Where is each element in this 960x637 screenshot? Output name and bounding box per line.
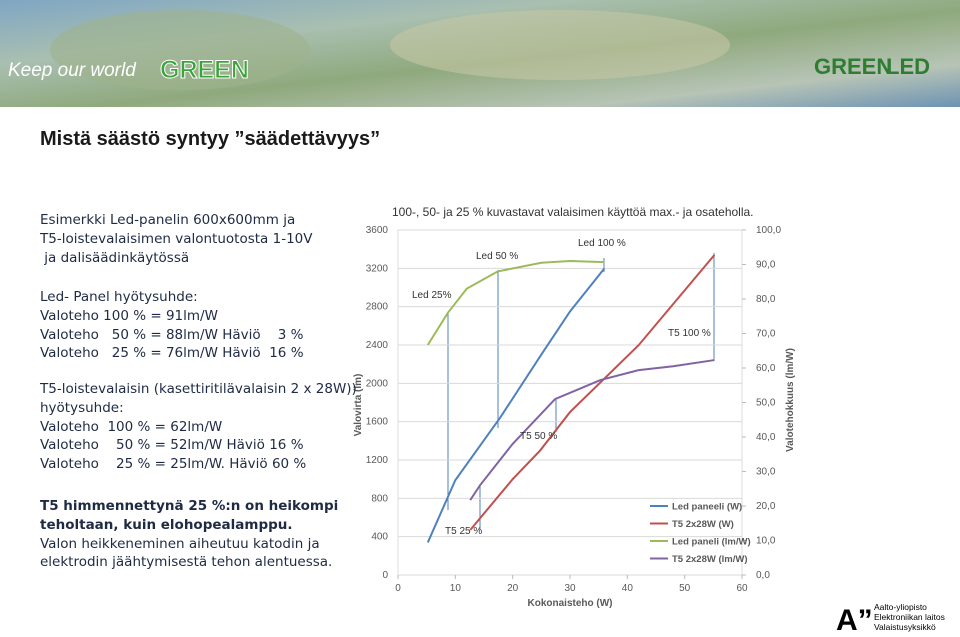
- y-tick-label: 2800: [366, 302, 389, 313]
- conclusion: Valon heikkeneminen aiheutuu katodin ja e…: [40, 535, 332, 573]
- x-tick-label: 40: [622, 583, 634, 594]
- legend-label: T5 2x28W (W): [672, 519, 734, 530]
- y-tick-label: 3600: [366, 225, 389, 236]
- annotation: Led 50 %: [476, 251, 518, 262]
- series-line: [426, 260, 605, 346]
- drop-lines: [447, 253, 715, 530]
- aalto-logo: A”: [836, 604, 873, 637]
- logo-left: GREEN: [814, 54, 892, 79]
- series-line: [426, 267, 606, 543]
- conclusion-bold: T5 himmennettynä 25 %:n on heikompi tehol…: [40, 497, 338, 535]
- annotation: Led 25%: [412, 290, 452, 301]
- led-block: Led- Panel hyötysuhde: Valoteho 100 % = 9…: [40, 288, 304, 363]
- x-tick-label: 50: [679, 583, 691, 594]
- y2-tick-label: 40,0: [756, 432, 776, 443]
- y2-tick-label: 0,0: [756, 570, 770, 581]
- text-line: T5-loistevalaisin (kasettiritilävalaisin…: [40, 381, 357, 397]
- text-line: hyötysuhde:: [40, 399, 124, 416]
- y-tick-label: 3200: [366, 263, 389, 274]
- slide-title: Mistä säästö syntyy ”säädettävyys”: [40, 128, 381, 150]
- x-tick-label: 10: [450, 583, 462, 594]
- x-tick-label: 30: [564, 583, 576, 594]
- footer-line: Aalto-yliopisto: [874, 602, 927, 612]
- annotation: T5 50 %: [520, 431, 557, 442]
- x-tick-label: 60: [736, 583, 748, 594]
- text-line: T5 himmennettynä 25 %:n on heikompi: [40, 498, 339, 514]
- text-line: Valoteho 50 % = 52lm/W Häviö 16 %: [40, 437, 304, 454]
- x-tick-label: 0: [395, 583, 401, 594]
- legend-label: Led paneeli (W): [672, 502, 742, 513]
- y-tick-label: 1600: [366, 417, 389, 428]
- text-line: Valoteho 50 % = 88lm/W Häviö 3 %: [40, 326, 304, 343]
- y-tick-label: 800: [371, 493, 388, 504]
- text-line: Led- Panel hyötysuhde:: [40, 289, 198, 305]
- text-line: Valoteho 25 % = 25lm/W. Häviö 60 %: [40, 456, 307, 473]
- y-tick-label: 2000: [366, 378, 389, 389]
- annotation: T5 100 %: [668, 328, 711, 339]
- tagline-highlight: GREEN: [160, 56, 249, 84]
- map-shape: [50, 10, 310, 90]
- t5-block: T5-loistevalaisin (kasettiritilävalaisin…: [40, 380, 357, 474]
- text-line: elektrodin jäähtymisestä tehon alentuess…: [40, 554, 333, 571]
- x-axis-title: Kokonaisteho (W): [528, 598, 613, 609]
- y2-tick-label: 80,0: [756, 294, 776, 305]
- text-line: teholtaan, kuin elohopealamppu.: [40, 516, 293, 533]
- legend-label: Led paneli (lm/W): [672, 537, 751, 548]
- y2-tick-label: 70,0: [756, 329, 776, 340]
- y-tick-label: 400: [371, 532, 388, 543]
- legend-label: T5 2x28W (lm/W): [672, 554, 748, 565]
- chart-title: 100-, 50- ja 25 % kuvastavat valaisimen …: [392, 205, 754, 219]
- text-line: Valon heikkeneminen aiheutuu katodin ja: [40, 535, 320, 552]
- y-tick-label: 1200: [366, 455, 389, 466]
- y-axis-title: Valovirta (lm): [353, 374, 364, 437]
- tagline: Keep our world: [8, 60, 137, 81]
- y-tick-label: 0: [382, 570, 388, 581]
- footer-line: Elektroniikan laitos: [874, 612, 945, 622]
- y-tick-label: 2400: [366, 340, 389, 351]
- y2-tick-label: 10,0: [756, 536, 776, 547]
- text-line: ja dalisäädinkäytössä: [40, 249, 190, 266]
- intro: Esimerkki Led-panelin 600x600mm ja T5-loi…: [40, 211, 312, 267]
- text-line: T5-loistevalaisimen valontuotosta 1-10V: [40, 230, 313, 247]
- text-line: Valoteho 100 % = 91lm/W: [40, 307, 218, 324]
- series-line: [469, 359, 715, 501]
- series-line: [469, 254, 716, 531]
- y2-tick-label: 50,0: [756, 398, 776, 409]
- text-line: Valoteho 25 % = 76lm/W Häviö 16 %: [40, 345, 304, 362]
- y2-tick-label: 30,0: [756, 467, 776, 478]
- annotation: T5 25 %: [445, 526, 482, 537]
- y2-tick-label: 20,0: [756, 501, 776, 512]
- text-line: Valoteho 100 % = 62lm/W: [40, 418, 223, 435]
- text-line: Esimerkki Led-panelin 600x600mm ja: [40, 212, 296, 228]
- y2-tick-label: 90,0: [756, 260, 776, 271]
- y2-tick-label: 100,0: [756, 225, 781, 236]
- annotation: Led 100 %: [578, 238, 626, 249]
- x-tick-label: 20: [507, 583, 519, 594]
- y2-tick-label: 60,0: [756, 363, 776, 374]
- map-shape: [390, 10, 730, 80]
- footer-line: Valaistusyksikkö: [874, 622, 936, 632]
- logo-right: LED: [886, 54, 930, 79]
- y2-axis-title: Valotehokkuus (lm/W): [785, 348, 796, 452]
